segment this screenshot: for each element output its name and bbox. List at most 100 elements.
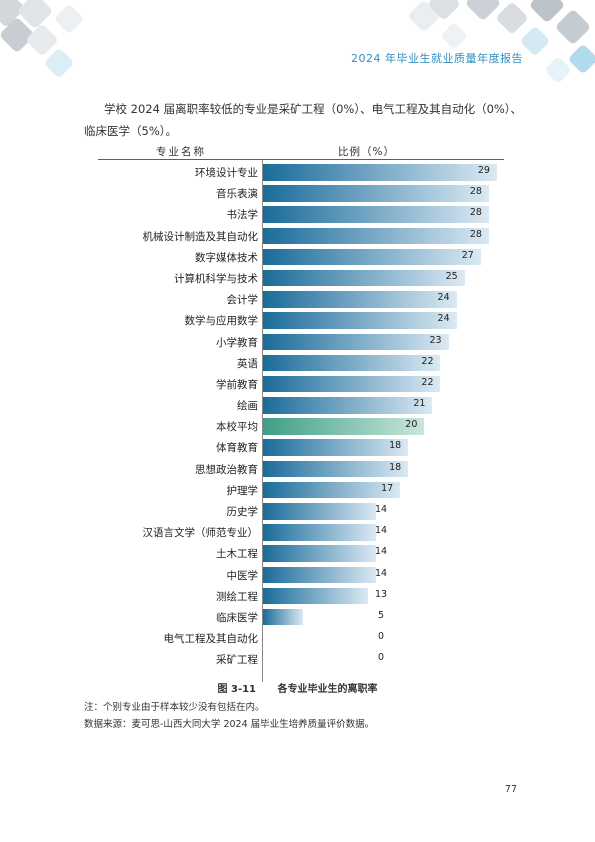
- chart-row: 环境设计专业 29: [98, 162, 504, 183]
- chart-row: 本校平均 20: [98, 416, 504, 437]
- value-label: 24: [437, 313, 450, 325]
- value-label: 0: [377, 652, 385, 664]
- bar: [263, 375, 441, 393]
- category-label: 中医学: [226, 569, 259, 582]
- chart-row: 体育教育 18: [98, 437, 504, 458]
- bar: [263, 291, 457, 308]
- chart-row: 计算机科学与技术 25: [98, 268, 504, 289]
- chart-row: 数字媒体技术 27: [98, 247, 504, 268]
- category-label: 采矿工程: [216, 654, 258, 667]
- turnover-rate-chart: 专业名称 比例（%） 环境设计专业 29 音乐表演 28 书法学 28 机械设计制造及其自动…: [98, 144, 504, 682]
- value-label: 13: [374, 588, 388, 600]
- chart-column-headers: 专业名称 比例（%）: [98, 144, 504, 160]
- chart-row: 土木工程 14: [98, 543, 504, 564]
- bar: [263, 206, 489, 223]
- value-label: 22: [421, 376, 434, 388]
- data-source-note: 数据来源：麦可思-山西大同大学 2024 届毕业生培养质量评价数据。: [84, 719, 375, 730]
- category-label: 英语: [237, 357, 258, 370]
- category-label: 音乐表演: [216, 188, 258, 201]
- category-label: 会计学: [226, 294, 259, 307]
- column-header-ratio: 比例（%）: [338, 146, 395, 158]
- category-label: 体育教育: [216, 442, 258, 455]
- category-label: 绘画: [237, 400, 258, 413]
- value-label: 28: [469, 207, 482, 219]
- bar: [263, 587, 368, 605]
- chart-row: 测绘工程 13: [98, 586, 504, 607]
- intro-text: 学校 2024 届离职率较低的专业是采矿工程（0%）、电气工程及其自动化（0%）…: [84, 102, 523, 138]
- chart-row: 临床医学 5: [98, 607, 504, 628]
- category-label: 学前教育: [216, 378, 258, 391]
- bar: [263, 227, 489, 245]
- bar: [263, 418, 425, 435]
- bar: [263, 248, 481, 266]
- bar: [263, 164, 497, 181]
- chart-row: 英语 22: [98, 353, 504, 374]
- figure-number: 图 3-11: [217, 684, 257, 695]
- category-label: 书法学: [226, 209, 259, 222]
- bar: [263, 439, 409, 456]
- bar: [263, 185, 489, 202]
- chart-row: 书法学 28: [98, 204, 504, 225]
- chart-row: 机械设计制造及其自动化 28: [98, 226, 504, 247]
- value-label: 14: [374, 546, 388, 558]
- category-label: 汉语言文学（师范专业）: [142, 527, 259, 540]
- value-label: 25: [445, 270, 458, 282]
- value-label: 22: [421, 355, 434, 367]
- bar: [263, 608, 304, 626]
- chart-row: 小学教育 23: [98, 332, 504, 353]
- category-label: 电气工程及其自动化: [163, 633, 259, 646]
- bar: [263, 481, 401, 499]
- bar: [263, 269, 465, 287]
- bar: [263, 460, 409, 478]
- value-label: 24: [437, 292, 450, 304]
- value-label: 28: [469, 228, 482, 240]
- value-label: 29: [477, 165, 490, 176]
- category-label: 本校平均: [216, 421, 258, 434]
- category-label: 环境设计专业: [195, 167, 258, 179]
- bar: [263, 545, 376, 562]
- value-label: 21: [413, 398, 426, 410]
- figure-title: 各专业毕业生的离职率: [277, 684, 378, 695]
- chart-row: 思想政治教育 18: [98, 459, 504, 480]
- value-label: 27: [461, 249, 474, 261]
- decorative-tiles: [0, 0, 595, 83]
- bar: [263, 312, 457, 329]
- category-label: 数字媒体技术: [195, 251, 258, 264]
- chart-row: 历史学 14: [98, 501, 504, 522]
- footnote: 注：个别专业由于样本较少没有包括在内。: [84, 702, 265, 713]
- column-header-major: 专业名称: [156, 146, 206, 158]
- chart-row: 汉语言文学（师范专业） 14: [98, 522, 504, 543]
- value-label: 28: [469, 186, 482, 198]
- chart-row: 采矿工程 0: [98, 649, 504, 670]
- value-label: 14: [374, 567, 388, 579]
- chart-row: 护理学 17: [98, 480, 504, 501]
- category-label: 机械设计制造及其自动化: [142, 230, 259, 243]
- value-label: 18: [389, 461, 402, 473]
- chart-row: 中医学 14: [98, 565, 504, 586]
- category-label: 护理学: [226, 484, 259, 497]
- category-label: 土木工程: [216, 548, 258, 561]
- chart-row: 会计学 24: [98, 289, 504, 310]
- page-number: 77: [504, 784, 517, 795]
- category-label: 思想政治教育: [195, 463, 258, 476]
- bar: [263, 566, 376, 584]
- report-header-title: 2024 年毕业生就业质量年度报告: [351, 52, 523, 65]
- value-label: 18: [389, 440, 402, 452]
- chart-rows: 环境设计专业 29 音乐表演 28 书法学 28 机械设计制造及其自动化 28 数字媒体技术 27…: [98, 162, 504, 671]
- figure-caption: 图 3-11 各专业毕业生的离职率: [0, 680, 595, 695]
- category-label: 小学教育: [216, 336, 258, 349]
- category-label: 数学与应用数学: [184, 315, 259, 328]
- value-label: 17: [381, 482, 394, 494]
- chart-row: 绘画 21: [98, 395, 504, 416]
- bar: [263, 503, 376, 520]
- bar: [263, 333, 449, 350]
- value-label: 0: [377, 631, 385, 643]
- chart-axis-line: [262, 160, 263, 682]
- bar: [263, 397, 433, 414]
- bar: [263, 524, 376, 541]
- value-label: 14: [374, 504, 388, 515]
- value-label: 5: [377, 609, 385, 621]
- header-decoration: [0, 0, 595, 110]
- chart-row: 电气工程及其自动化 0: [98, 628, 504, 649]
- intro-paragraph: 学校 2024 届离职率较低的专业是采矿工程（0%）、电气工程及其自动化（0%）…: [84, 98, 524, 142]
